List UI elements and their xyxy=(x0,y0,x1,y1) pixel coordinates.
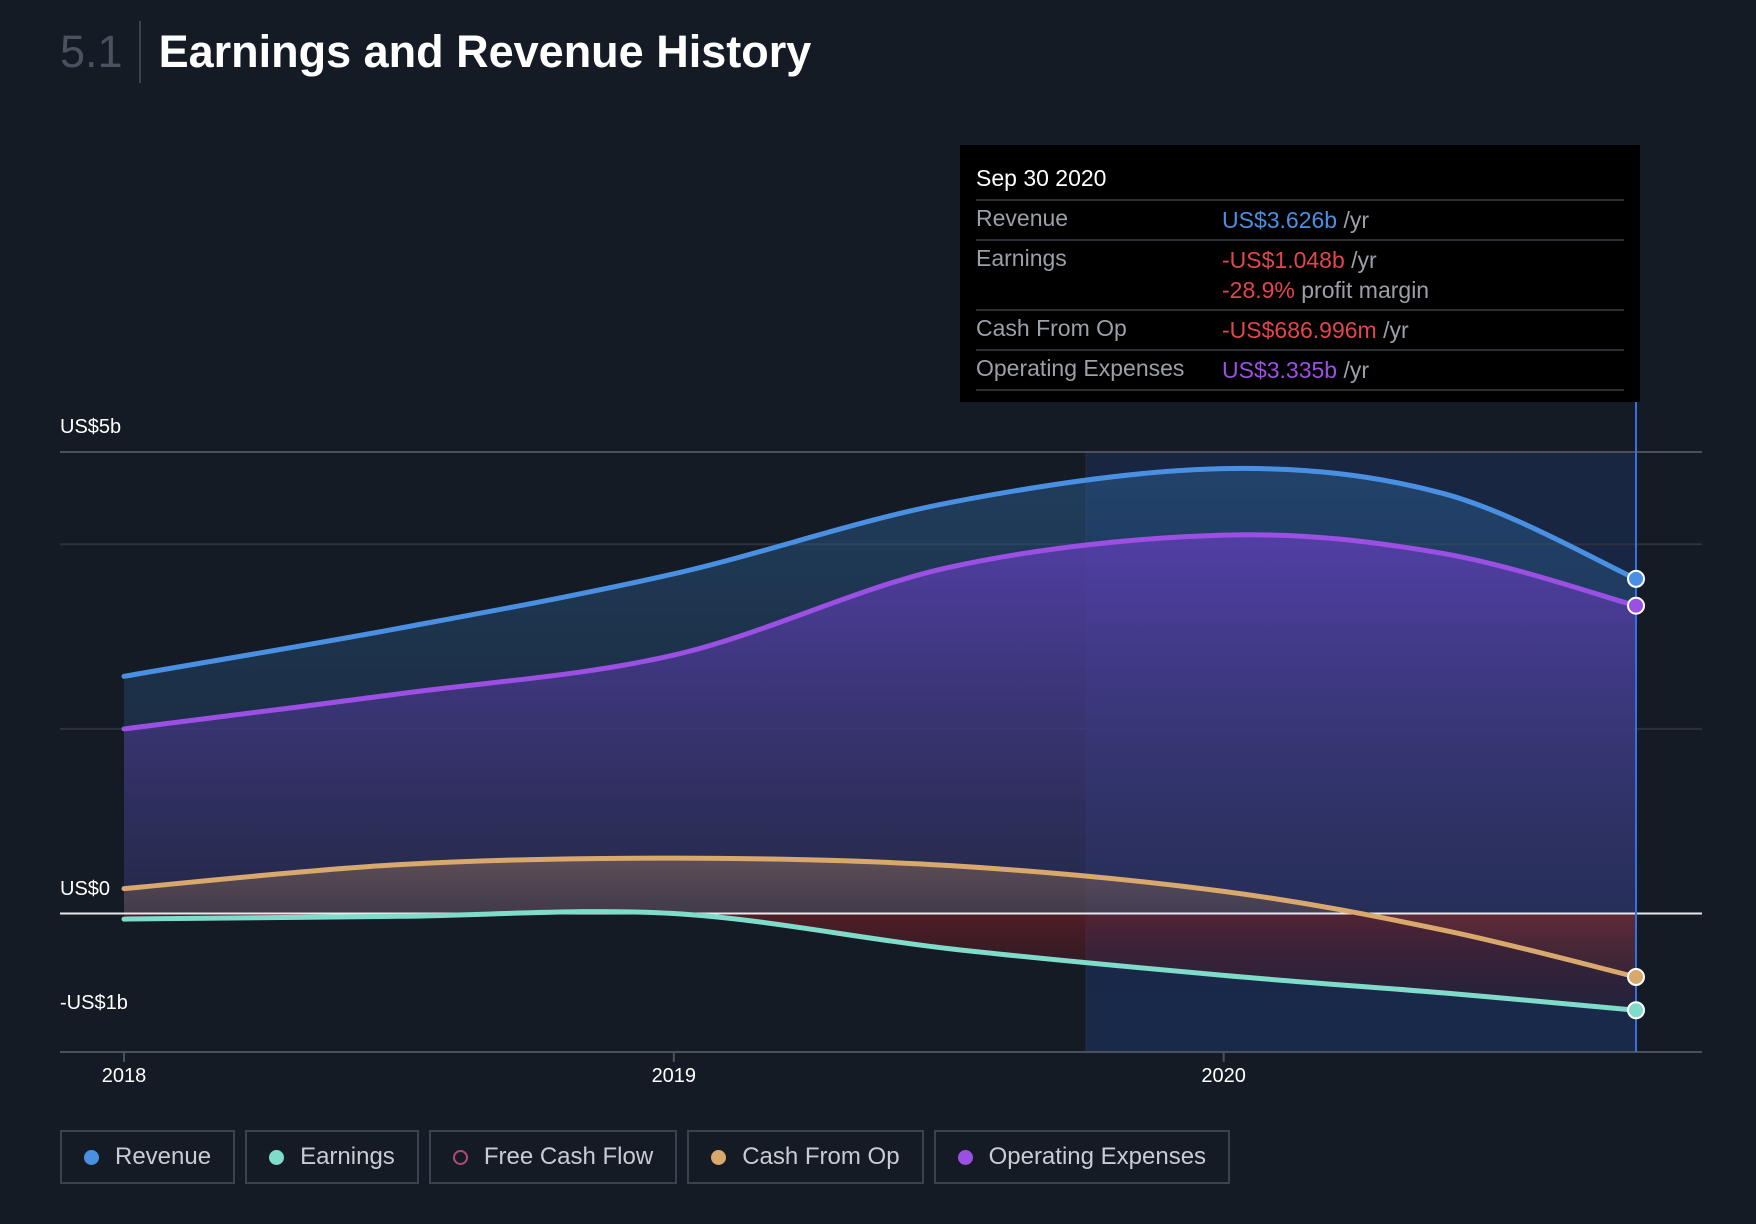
tooltip: Sep 30 2020 Revenue US$3.626b /yr Earnin… xyxy=(960,145,1640,402)
area-earnings xyxy=(124,911,1636,1011)
legend-item-free-cash-flow[interactable]: Free Cash Flow xyxy=(428,1130,678,1184)
series-areas xyxy=(124,468,1636,1011)
line-operating-expenses xyxy=(121,532,1639,732)
x-tick-label: 2020 xyxy=(1201,1065,1246,1087)
area-cash-from-op xyxy=(124,858,1636,977)
dot-icon xyxy=(84,1149,99,1165)
section-number: 5.1 xyxy=(60,26,123,77)
tooltip-row-earnings: Earnings -US$1.048b /yr -28.9% profit ma… xyxy=(976,241,1624,311)
tooltip-suffix: /yr xyxy=(1376,317,1409,343)
ring-icon xyxy=(452,1149,468,1165)
header-divider xyxy=(138,21,141,83)
legend-label: Cash From Op xyxy=(742,1143,900,1170)
header: 5.1 Earnings and Revenue History xyxy=(60,21,812,83)
legend-item-earnings[interactable]: Earnings xyxy=(245,1130,419,1184)
profit-margin-label: profit margin xyxy=(1294,277,1430,303)
line-earnings xyxy=(121,909,1639,1013)
area-operating-expenses xyxy=(124,534,1636,914)
tooltip-row-cash-from-op: Cash From Op -US$686.996m /yr xyxy=(976,311,1624,351)
series-end-points xyxy=(1627,569,1645,1020)
tooltip-suffix: /yr xyxy=(1337,207,1370,233)
tooltip-suffix: /yr xyxy=(1344,247,1377,273)
tooltip-value: US$3.335b xyxy=(1222,357,1338,383)
tooltip-label: Cash From Op xyxy=(976,315,1127,341)
point-operating-expenses xyxy=(1627,596,1645,615)
page-title: Earnings and Revenue History xyxy=(158,26,812,77)
point-revenue xyxy=(1627,569,1645,588)
point-earnings xyxy=(1627,1001,1645,1020)
line-cash-from-op xyxy=(121,855,1639,980)
legend-label: Revenue xyxy=(115,1143,212,1170)
tooltip-label: Operating Expenses xyxy=(976,355,1185,381)
y-tick-label: -US$1b xyxy=(60,991,128,1014)
tooltip-label: Earnings xyxy=(976,245,1067,271)
legend-label: Free Cash Flow xyxy=(483,1143,654,1170)
profit-margin-value: -28.9% xyxy=(1222,277,1295,303)
dot-icon xyxy=(269,1149,285,1165)
tooltip-row-revenue: Revenue US$3.626b /yr xyxy=(976,201,1624,241)
tooltip-value: -US$1.048b xyxy=(1222,247,1345,273)
point-cash-from-op xyxy=(1627,967,1645,986)
dot-icon xyxy=(957,1149,973,1165)
y-tick-label: US$5b xyxy=(60,416,122,438)
tooltip-label: Revenue xyxy=(976,205,1069,231)
legend-label: Operating Expenses xyxy=(988,1143,1207,1170)
y-tick-label: US$0 xyxy=(60,877,111,900)
series-lines xyxy=(121,465,1639,1013)
dot-icon xyxy=(711,1149,727,1165)
legend: Revenue Earnings Free Cash Flow Cash Fro… xyxy=(60,1130,1231,1184)
x-tick-label: 2018 xyxy=(101,1065,147,1087)
legend-label: Earnings xyxy=(300,1143,395,1170)
tooltip-value: -US$686.996m xyxy=(1222,317,1377,343)
tooltip-value: US$3.626b xyxy=(1222,207,1338,233)
tooltip-date: Sep 30 2020 xyxy=(976,163,1624,201)
tooltip-suffix: /yr xyxy=(1337,357,1370,383)
legend-item-revenue[interactable]: Revenue xyxy=(60,1130,236,1184)
legend-item-operating-expenses[interactable]: Operating Expenses xyxy=(933,1130,1231,1184)
x-tick-label: 2019 xyxy=(651,1065,697,1087)
legend-item-cash-from-op[interactable]: Cash From Op xyxy=(687,1130,924,1184)
tooltip-row-operating-expenses: Operating Expenses US$3.335b /yr xyxy=(976,351,1624,391)
line-revenue xyxy=(121,465,1639,679)
